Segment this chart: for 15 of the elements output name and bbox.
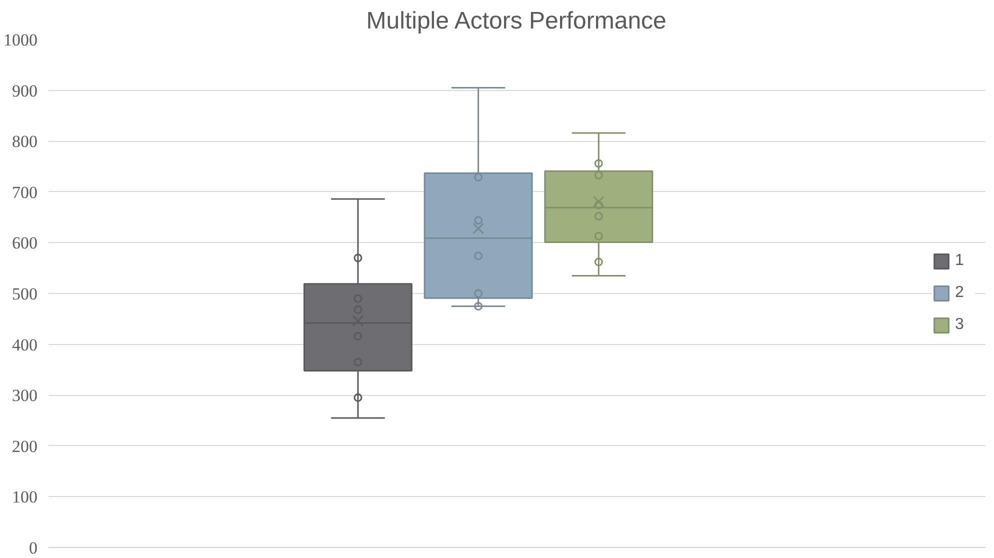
y-tick-label: 800 [12,132,38,152]
y-tick-label: 1000 [4,30,38,50]
y-tick-label: 100 [12,488,38,507]
legend-label: 3 [955,316,965,334]
y-tick-label: 400 [12,335,38,354]
legend-label: 2 [955,284,965,302]
y-tick-label: 200 [12,436,38,456]
y-tick-label: 0 [29,538,38,558]
legend-label: 1 [955,252,965,270]
y-tick-label: 500 [12,284,38,304]
chart-title: Multiple Actors Performance [366,8,666,34]
y-tick-label: 300 [12,386,38,406]
y-tick-label: 700 [12,182,38,202]
y-tick-label: 900 [12,81,38,100]
y-tick-label: 600 [12,234,38,253]
